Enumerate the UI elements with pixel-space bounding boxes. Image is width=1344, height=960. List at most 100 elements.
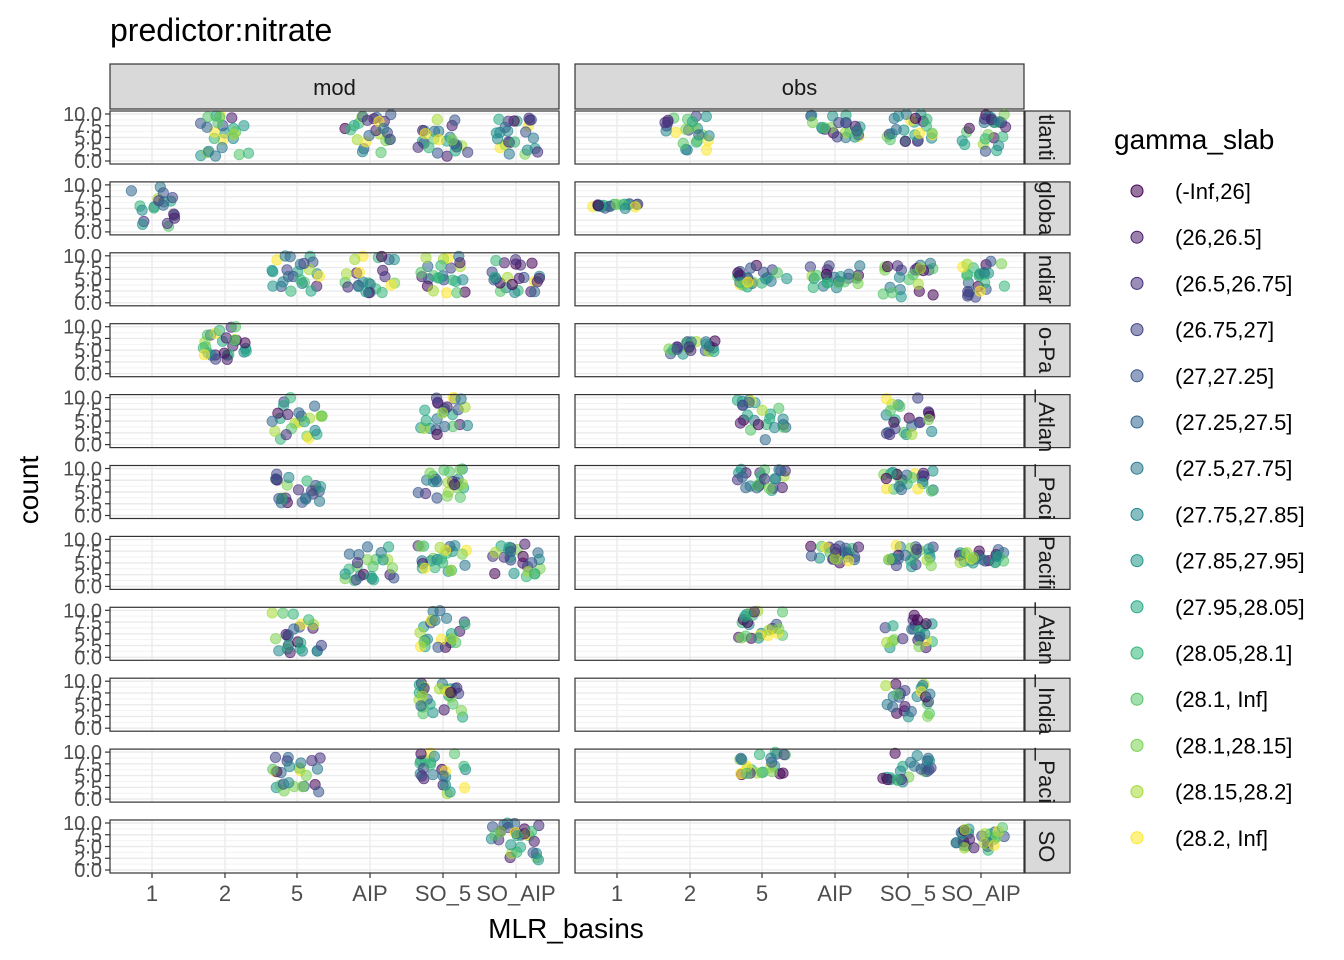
data-point — [961, 290, 974, 302]
data-point — [511, 846, 523, 858]
data-point — [777, 413, 789, 425]
data-point — [157, 199, 169, 211]
data-point — [436, 407, 449, 419]
data-point — [914, 262, 927, 274]
data-point — [491, 133, 504, 145]
data-point — [444, 786, 456, 798]
data-point — [279, 250, 291, 262]
data-point — [829, 543, 842, 555]
data-point — [385, 109, 397, 121]
data-point — [418, 636, 430, 648]
x-tick-label: AIP — [817, 881, 852, 906]
legend-label: (28.2, Inf] — [1175, 826, 1268, 851]
legend: gamma_slab (-Inf,26] (26,26.5] (26.5,26.75… — [1114, 124, 1305, 851]
data-point — [893, 271, 906, 283]
row-strip-label: o-Pa — [1034, 327, 1059, 374]
y-tick-label: 10.0 — [63, 246, 102, 268]
data-point — [671, 343, 683, 355]
data-point — [776, 481, 788, 494]
panel-border — [574, 535, 1025, 591]
data-point — [891, 688, 904, 700]
y-tick-label: 7.5 — [74, 683, 102, 705]
data-point — [430, 392, 443, 404]
row-strip — [1024, 110, 1071, 165]
data-point — [419, 562, 431, 574]
row-strip — [1024, 606, 1071, 661]
data-point — [831, 131, 843, 143]
data-point — [157, 187, 169, 199]
data-point — [887, 620, 899, 632]
data-point — [974, 285, 986, 297]
row-strip-label: _Atlan — [1034, 602, 1059, 665]
data-point — [233, 149, 245, 161]
y-tick-label: 10.0 — [63, 813, 102, 835]
data-point — [494, 826, 507, 838]
data-point — [351, 557, 364, 569]
data-point — [736, 471, 748, 483]
data-point — [266, 607, 278, 619]
data-point — [745, 424, 757, 436]
data-point — [991, 550, 1003, 562]
data-point — [386, 562, 399, 574]
data-point — [504, 545, 516, 558]
legend-key — [1130, 738, 1144, 752]
data-point — [295, 757, 307, 769]
data-point — [457, 274, 469, 286]
data-point — [377, 123, 390, 135]
data-point — [528, 286, 541, 298]
data-point — [922, 710, 934, 722]
y-tick-label: 0.0 — [74, 789, 102, 811]
data-point — [963, 122, 975, 134]
y-tick-label: 10.0 — [63, 317, 102, 339]
y-tick-label: 10.0 — [63, 104, 102, 126]
data-point — [519, 538, 531, 550]
data-point — [431, 147, 444, 159]
data-point — [833, 117, 845, 129]
data-point — [852, 541, 865, 553]
data-point — [592, 200, 604, 212]
data-point — [843, 268, 855, 280]
data-point — [489, 271, 501, 283]
data-point — [911, 543, 923, 555]
y-tick-label: 5.0 — [74, 553, 102, 575]
data-point — [202, 111, 214, 123]
data-point — [213, 324, 226, 337]
data-point — [456, 548, 468, 560]
data-point — [288, 623, 300, 635]
y-tick-label: 0.0 — [74, 718, 102, 740]
legend-key — [1130, 507, 1144, 521]
data-point — [306, 754, 318, 767]
data-point — [427, 285, 439, 297]
data-point — [311, 763, 324, 775]
data-point — [880, 680, 892, 692]
y-tick-label: 7.5 — [74, 258, 102, 280]
panel-border — [574, 252, 1025, 307]
data-point — [505, 839, 517, 851]
data-point — [529, 568, 541, 580]
data-point — [446, 633, 458, 645]
y-tick-label: 2.5 — [74, 636, 102, 658]
y-tick-label: 2.5 — [74, 423, 102, 445]
row-strip — [1024, 181, 1071, 236]
data-point — [888, 416, 900, 428]
data-point — [376, 250, 388, 263]
data-point — [499, 121, 511, 134]
data-point — [269, 751, 282, 764]
y-tick-label: 0.0 — [74, 222, 102, 244]
data-point — [489, 567, 501, 580]
data-point — [363, 130, 375, 142]
data-point — [905, 756, 917, 768]
legend-key — [1130, 369, 1144, 383]
panel-border — [574, 464, 1025, 520]
data-point — [438, 464, 450, 476]
data-point — [513, 272, 525, 284]
data-point — [739, 610, 751, 623]
y-tick-label: 10.0 — [63, 671, 102, 693]
data-point — [899, 549, 911, 561]
x-tick-label: SO_AIP — [941, 881, 1020, 906]
data-point — [776, 606, 789, 618]
y-tick-label: 7.5 — [74, 116, 102, 138]
data-point — [912, 483, 924, 495]
legend-label: (27,27.25] — [1175, 364, 1274, 389]
data-point — [886, 128, 898, 140]
